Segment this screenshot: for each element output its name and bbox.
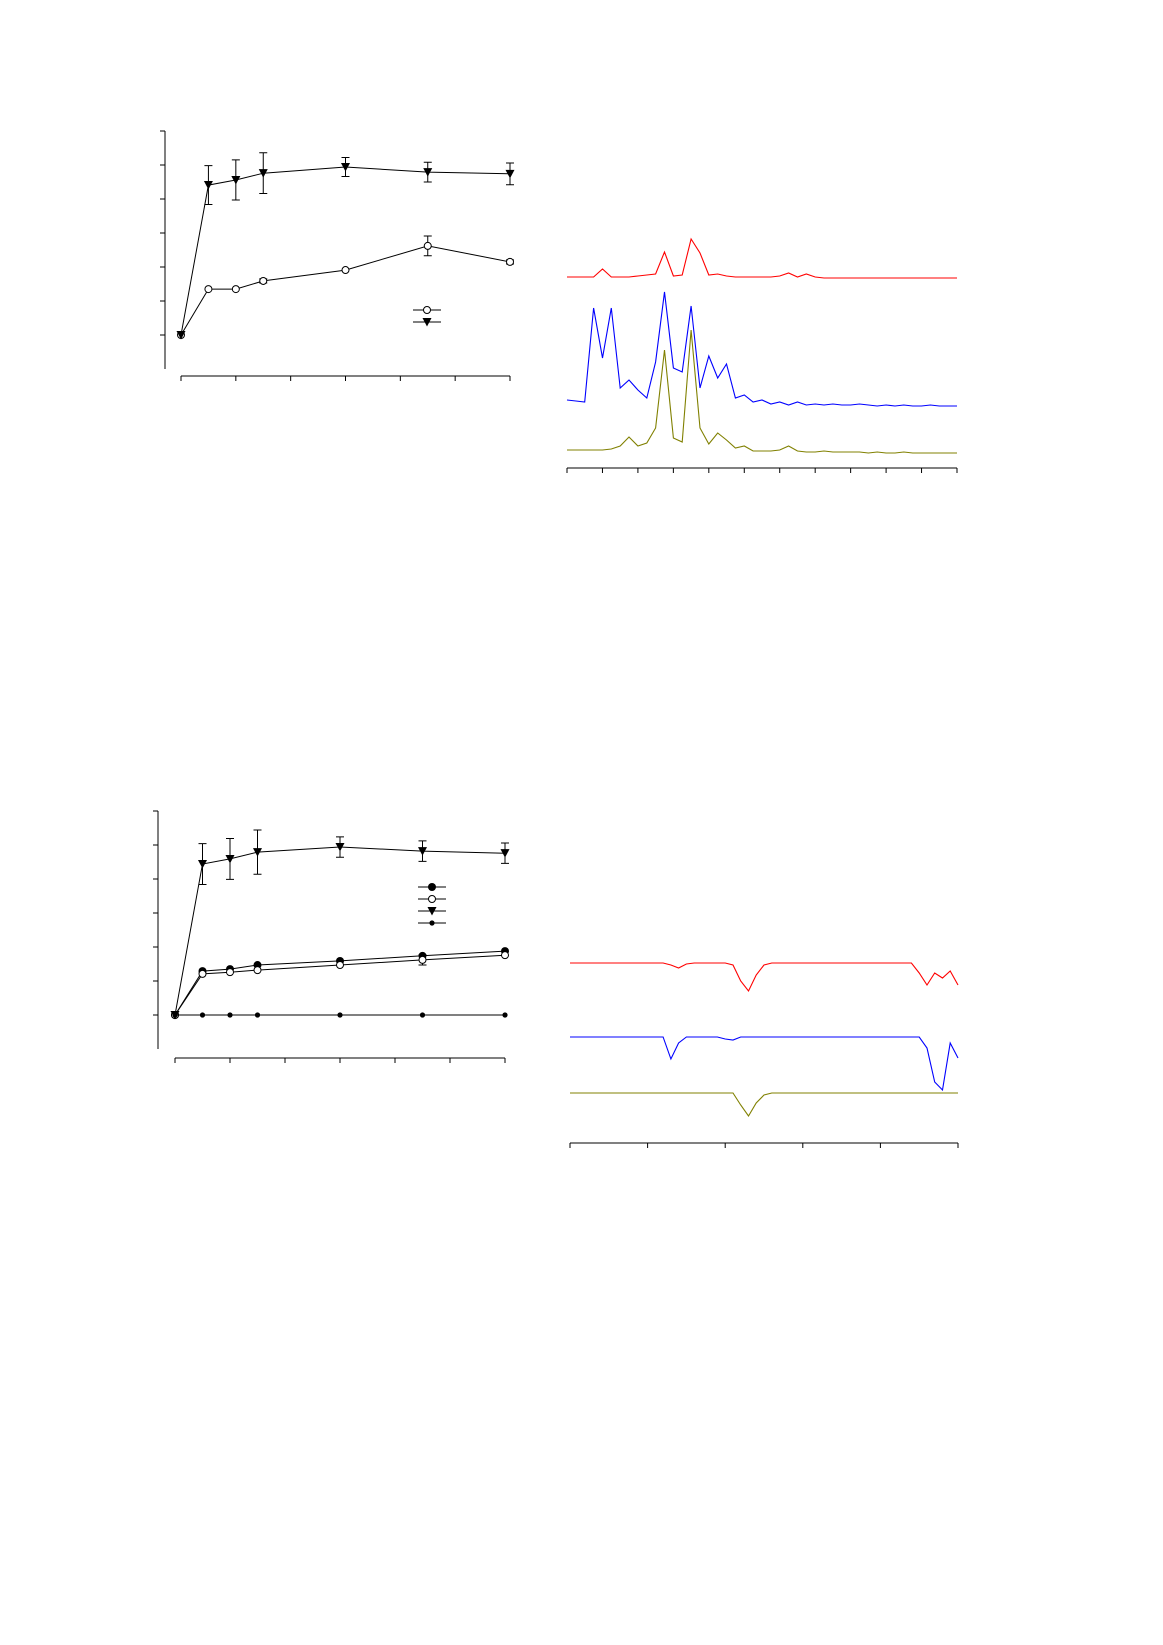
marker <box>423 241 432 250</box>
marker <box>231 285 240 294</box>
marker <box>341 266 350 275</box>
marker <box>231 175 241 185</box>
series-line <box>180 166 511 336</box>
marker <box>335 843 345 852</box>
series-line <box>570 1092 958 1118</box>
marker <box>253 966 262 975</box>
marker <box>419 1012 426 1018</box>
series-line <box>567 237 957 279</box>
series-line <box>566 291 957 407</box>
series-line <box>174 846 506 1016</box>
marker <box>176 331 186 340</box>
marker <box>422 318 432 327</box>
marker <box>199 1012 206 1018</box>
marker <box>259 276 268 285</box>
marker <box>341 163 350 172</box>
marker <box>429 920 435 926</box>
marker <box>502 1012 508 1018</box>
marker <box>505 169 515 179</box>
marker <box>418 847 427 856</box>
marker <box>198 860 207 869</box>
marker <box>428 895 436 903</box>
marker <box>428 883 436 891</box>
marker <box>254 1012 261 1018</box>
marker <box>227 1012 233 1018</box>
marker <box>204 285 213 294</box>
series-line <box>570 962 959 993</box>
marker <box>253 848 262 857</box>
marker <box>506 257 514 266</box>
series-line <box>570 1036 959 1092</box>
marker <box>258 169 268 178</box>
series-line <box>567 329 957 454</box>
marker <box>500 849 510 858</box>
marker <box>172 1012 178 1018</box>
marker <box>226 968 234 977</box>
marker <box>336 961 344 970</box>
marker <box>423 306 431 314</box>
marker <box>225 854 235 864</box>
marker <box>198 969 207 978</box>
series-line <box>180 245 511 336</box>
marker <box>423 168 433 177</box>
marker <box>337 1012 343 1018</box>
marker <box>203 181 213 190</box>
marker <box>418 955 427 964</box>
marker <box>501 951 509 960</box>
marker <box>427 907 437 916</box>
